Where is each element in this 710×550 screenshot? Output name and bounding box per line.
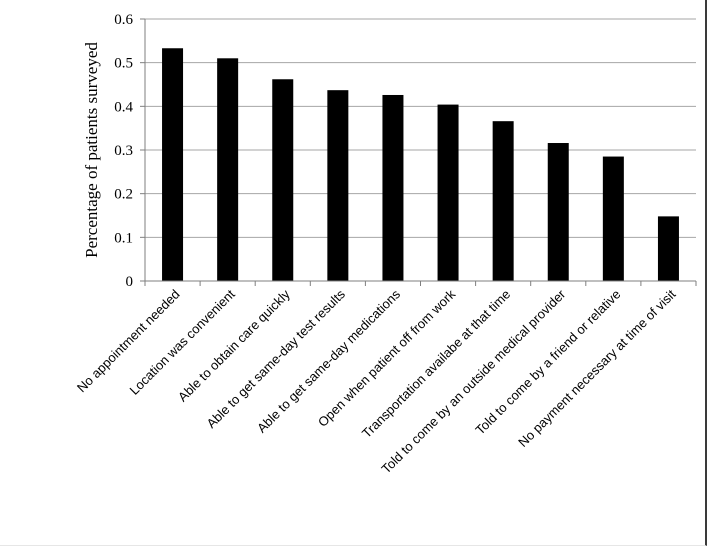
bar: [162, 48, 184, 281]
bar: [327, 90, 349, 281]
y-tick-label: 0: [126, 274, 134, 290]
y-tick-label: 0.1: [114, 230, 133, 246]
y-tick-label: 0.4: [114, 99, 133, 115]
x-category-label: Location was convenient: [126, 286, 238, 398]
y-tick-labels: 0 0.1 0.2 0.3 0.4 0.5 0.6: [114, 12, 133, 290]
bar: [657, 216, 679, 281]
axes: [144, 19, 697, 286]
x-category-label: Able to obtain care quickly: [175, 286, 293, 404]
bar: [217, 58, 239, 281]
x-category-label: No appointment needed: [74, 287, 183, 396]
y-tick-label: 0.2: [114, 187, 133, 203]
y-tick-label: 0.3: [114, 143, 133, 159]
bar: [272, 79, 294, 281]
bar: [382, 94, 404, 281]
bar: [547, 143, 569, 281]
y-tick-label: 0.5: [114, 56, 133, 72]
bar: [602, 156, 624, 281]
y-axis-title: Percentage of patients surveyed: [82, 42, 101, 258]
bar: [492, 121, 514, 282]
y-tick-label: 0.6: [114, 12, 133, 28]
bar: [437, 104, 459, 281]
bars: [162, 48, 679, 282]
